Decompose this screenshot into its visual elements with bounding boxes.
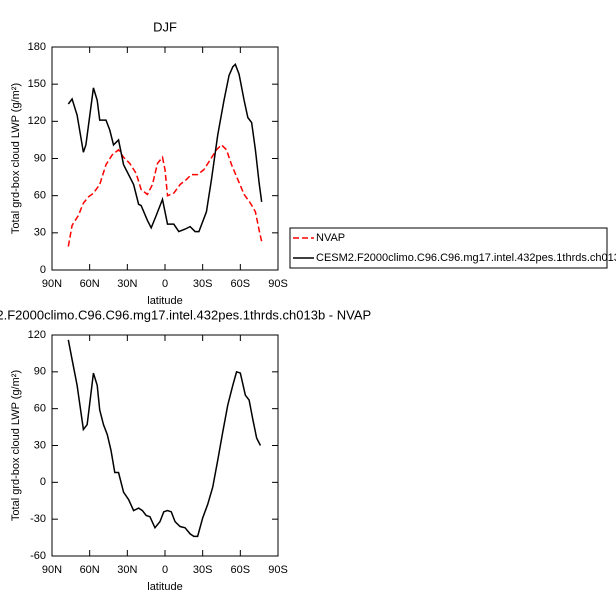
y-axis-label: Total grd-box cloud LWP (g/m²)	[10, 370, 22, 521]
y-tick-label: 30	[34, 227, 46, 239]
y-tick-label: 0	[40, 476, 46, 488]
y-tick-label: 90	[34, 366, 46, 378]
y-tick-label: 150	[28, 78, 46, 90]
legend-box	[289, 227, 608, 269]
x-axis-label: latitude	[147, 581, 182, 593]
data-line	[67, 63, 263, 233]
x-tick-label: 90S	[268, 278, 288, 290]
x-tick-label: 0	[162, 278, 168, 290]
y-tick-label: 120	[28, 115, 46, 127]
x-tick-label: 30S	[193, 564, 213, 576]
x-tick-label: 0	[162, 564, 168, 576]
x-tick-label: 60S	[231, 564, 251, 576]
x-tick-label: 60N	[80, 278, 100, 290]
x-tick-label: 90N	[42, 278, 62, 290]
y-tick-label: -30	[30, 513, 46, 525]
y-tick-label: 90	[34, 152, 46, 164]
x-tick-label: 90N	[42, 564, 62, 576]
x-axis-label: latitude	[147, 295, 182, 307]
x-tick-label: 60S	[231, 278, 251, 290]
y-axis-label: Total grd-box cloud LWP (g/m²)	[10, 83, 22, 234]
legend-label: NVAP	[316, 232, 345, 244]
data-line	[67, 339, 262, 538]
x-tick-label: 30S	[193, 278, 213, 290]
chart-title: CESM2.F2000climo.C96.C96.mg17.intel.432p…	[0, 307, 371, 322]
plot-frame	[51, 46, 279, 271]
chart-title: DJF	[153, 19, 177, 34]
x-tick-label: 30N	[117, 564, 137, 576]
x-tick-label: 60N	[80, 564, 100, 576]
y-tick-label: 180	[28, 41, 46, 53]
data-line	[67, 143, 263, 247]
y-tick-label: -60	[30, 550, 46, 562]
y-tick-label: 0	[40, 264, 46, 276]
y-tick-label: 60	[34, 190, 46, 202]
plot-frame	[51, 334, 279, 557]
x-tick-label: 90S	[268, 564, 288, 576]
y-tick-label: 30	[34, 439, 46, 451]
y-tick-label: 60	[34, 403, 46, 415]
x-tick-label: 30N	[117, 278, 137, 290]
legend-label: CESM2.F2000climo.C96.C96.mg17.intel.432p…	[316, 252, 616, 264]
y-tick-label: 120	[28, 329, 46, 341]
